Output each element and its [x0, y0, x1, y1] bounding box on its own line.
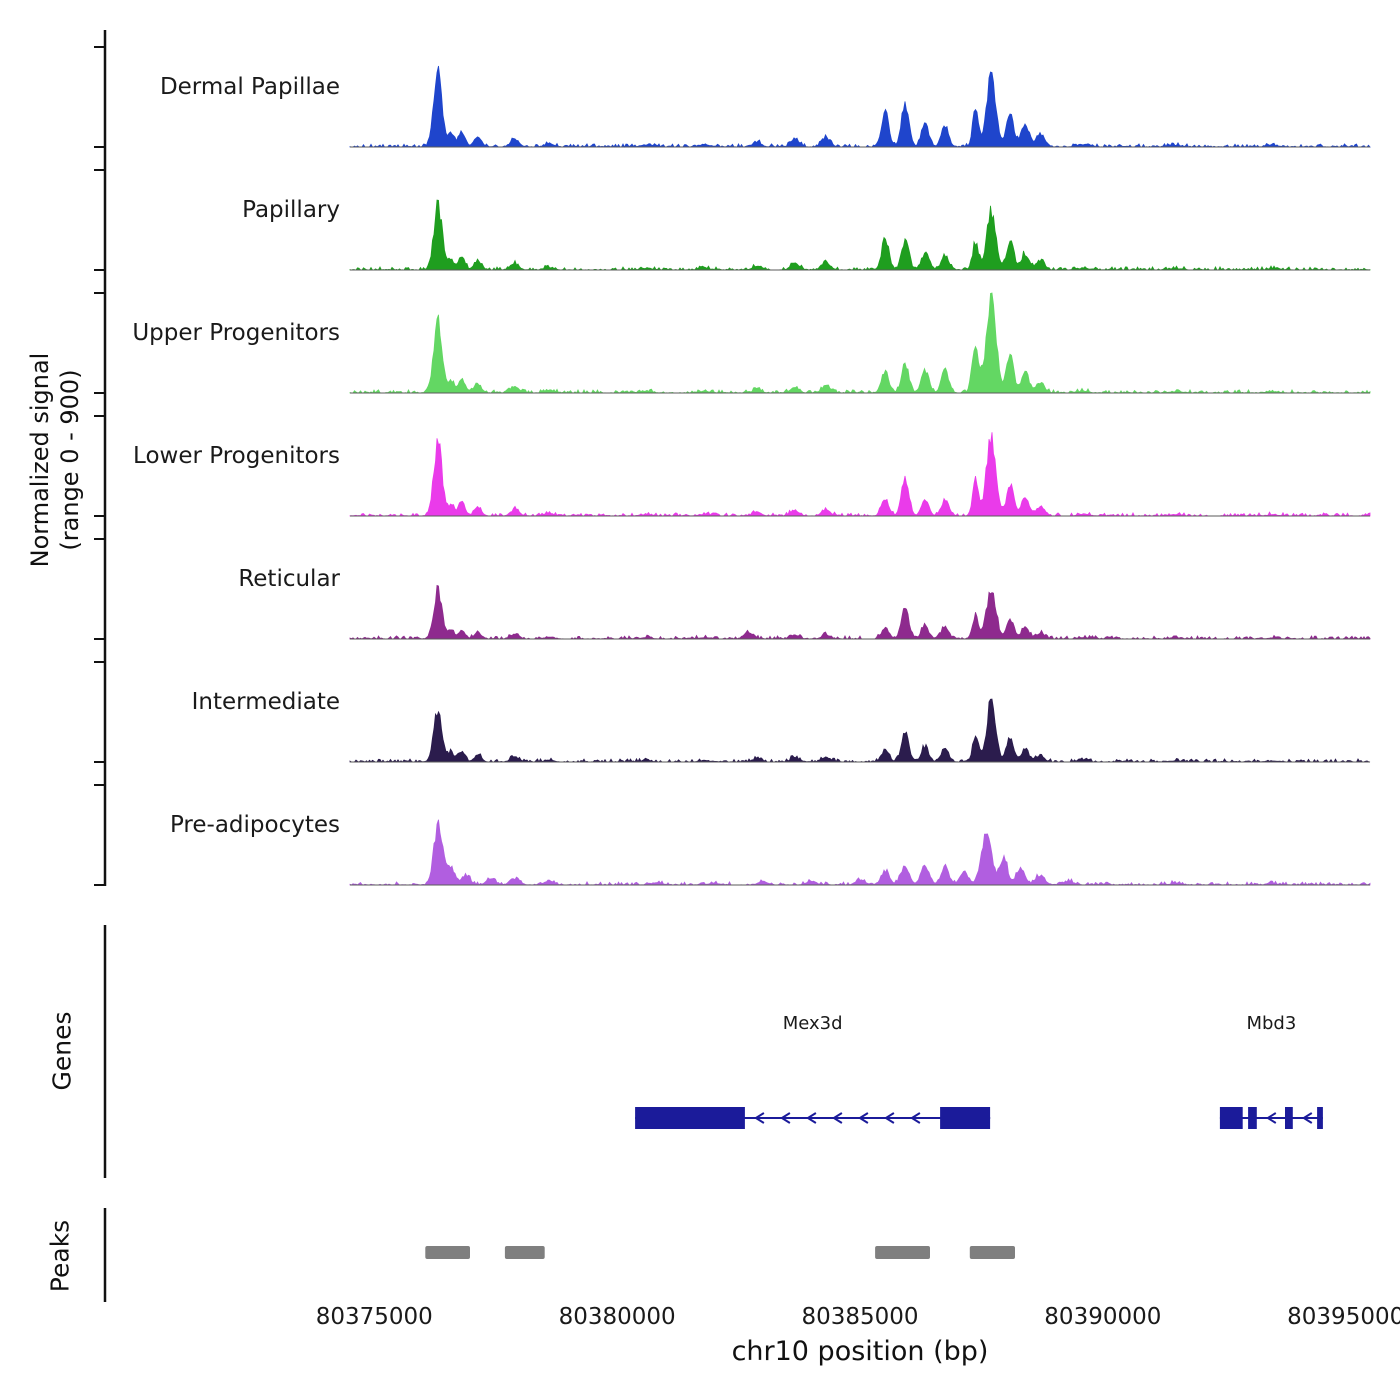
- signal-area-dermal-papillae: [349, 65, 1371, 148]
- track-label-upper-progenitors: Upper Progenitors: [132, 320, 340, 346]
- x-tick-label: 80395000: [1287, 1304, 1400, 1330]
- gene-strand-arrow-mbd3: [1265, 1112, 1277, 1124]
- signal-area-reticular: [349, 584, 1371, 640]
- peaks-section-label: Peaks: [45, 1219, 75, 1293]
- gene-strand-arrow-mex3d: [832, 1112, 843, 1124]
- track-label-papillary: Papillary: [242, 197, 340, 223]
- gene-exon-mex3d: [635, 1107, 745, 1129]
- y-axis-label-line1: Normalized signal: [26, 352, 54, 568]
- track-label-dermal-papillae: Dermal Papillae: [159, 74, 340, 100]
- called-peak-region: [875, 1246, 930, 1259]
- gene-exon-mbd3: [1317, 1107, 1323, 1129]
- gene-exon-mbd3: [1219, 1107, 1243, 1129]
- gene-strand-arrow-mex3d: [806, 1112, 817, 1124]
- y-axis-label-line2: (range 0 - 900): [56, 369, 84, 551]
- track-label-reticular: Reticular: [238, 566, 340, 592]
- gene-strand-arrow-mex3d: [858, 1112, 869, 1124]
- signal-area-upper-progenitors: [349, 292, 1371, 394]
- track-label-lower-progenitors: Lower Progenitors: [133, 443, 340, 469]
- gene-strand-arrow-mex3d: [884, 1112, 895, 1124]
- signal-area-intermediate: [349, 698, 1371, 763]
- called-peak-region: [504, 1246, 545, 1259]
- gene-label-mex3d: Mex3d: [782, 1013, 843, 1034]
- track-label-intermediate: Intermediate: [191, 689, 340, 715]
- signal-area-lower-progenitors: [349, 432, 1371, 517]
- gene-exon-mex3d: [940, 1107, 991, 1129]
- called-peak-region: [425, 1246, 470, 1259]
- track-label-pre-adipocytes: Pre-adipocytes: [169, 812, 340, 838]
- genes-section-label: Genes: [47, 1011, 77, 1091]
- gene-label-mbd3: Mbd3: [1246, 1013, 1297, 1034]
- gene-strand-arrow-mex3d: [910, 1112, 921, 1124]
- x-tick-label: 80390000: [1044, 1304, 1162, 1330]
- gene-strand-arrow-mbd3: [1301, 1112, 1313, 1124]
- x-axis-title: chr10 position (bp): [731, 1336, 989, 1367]
- signal-area-pre-adipocytes: [349, 819, 1371, 886]
- called-peak-region: [969, 1246, 1015, 1259]
- gene-exon-mbd3: [1285, 1107, 1293, 1129]
- x-tick-label: 80375000: [315, 1304, 433, 1330]
- gene-strand-arrow-mex3d: [780, 1112, 791, 1124]
- y-axis-label: Normalized signal (range 0 - 900): [25, 353, 85, 568]
- gene-exon-mbd3: [1248, 1107, 1257, 1129]
- x-tick-label: 80380000: [558, 1304, 676, 1330]
- signal-area-papillary: [349, 199, 1371, 271]
- gene-strand-arrow-mex3d: [754, 1112, 765, 1124]
- x-tick-label: 80385000: [801, 1304, 919, 1330]
